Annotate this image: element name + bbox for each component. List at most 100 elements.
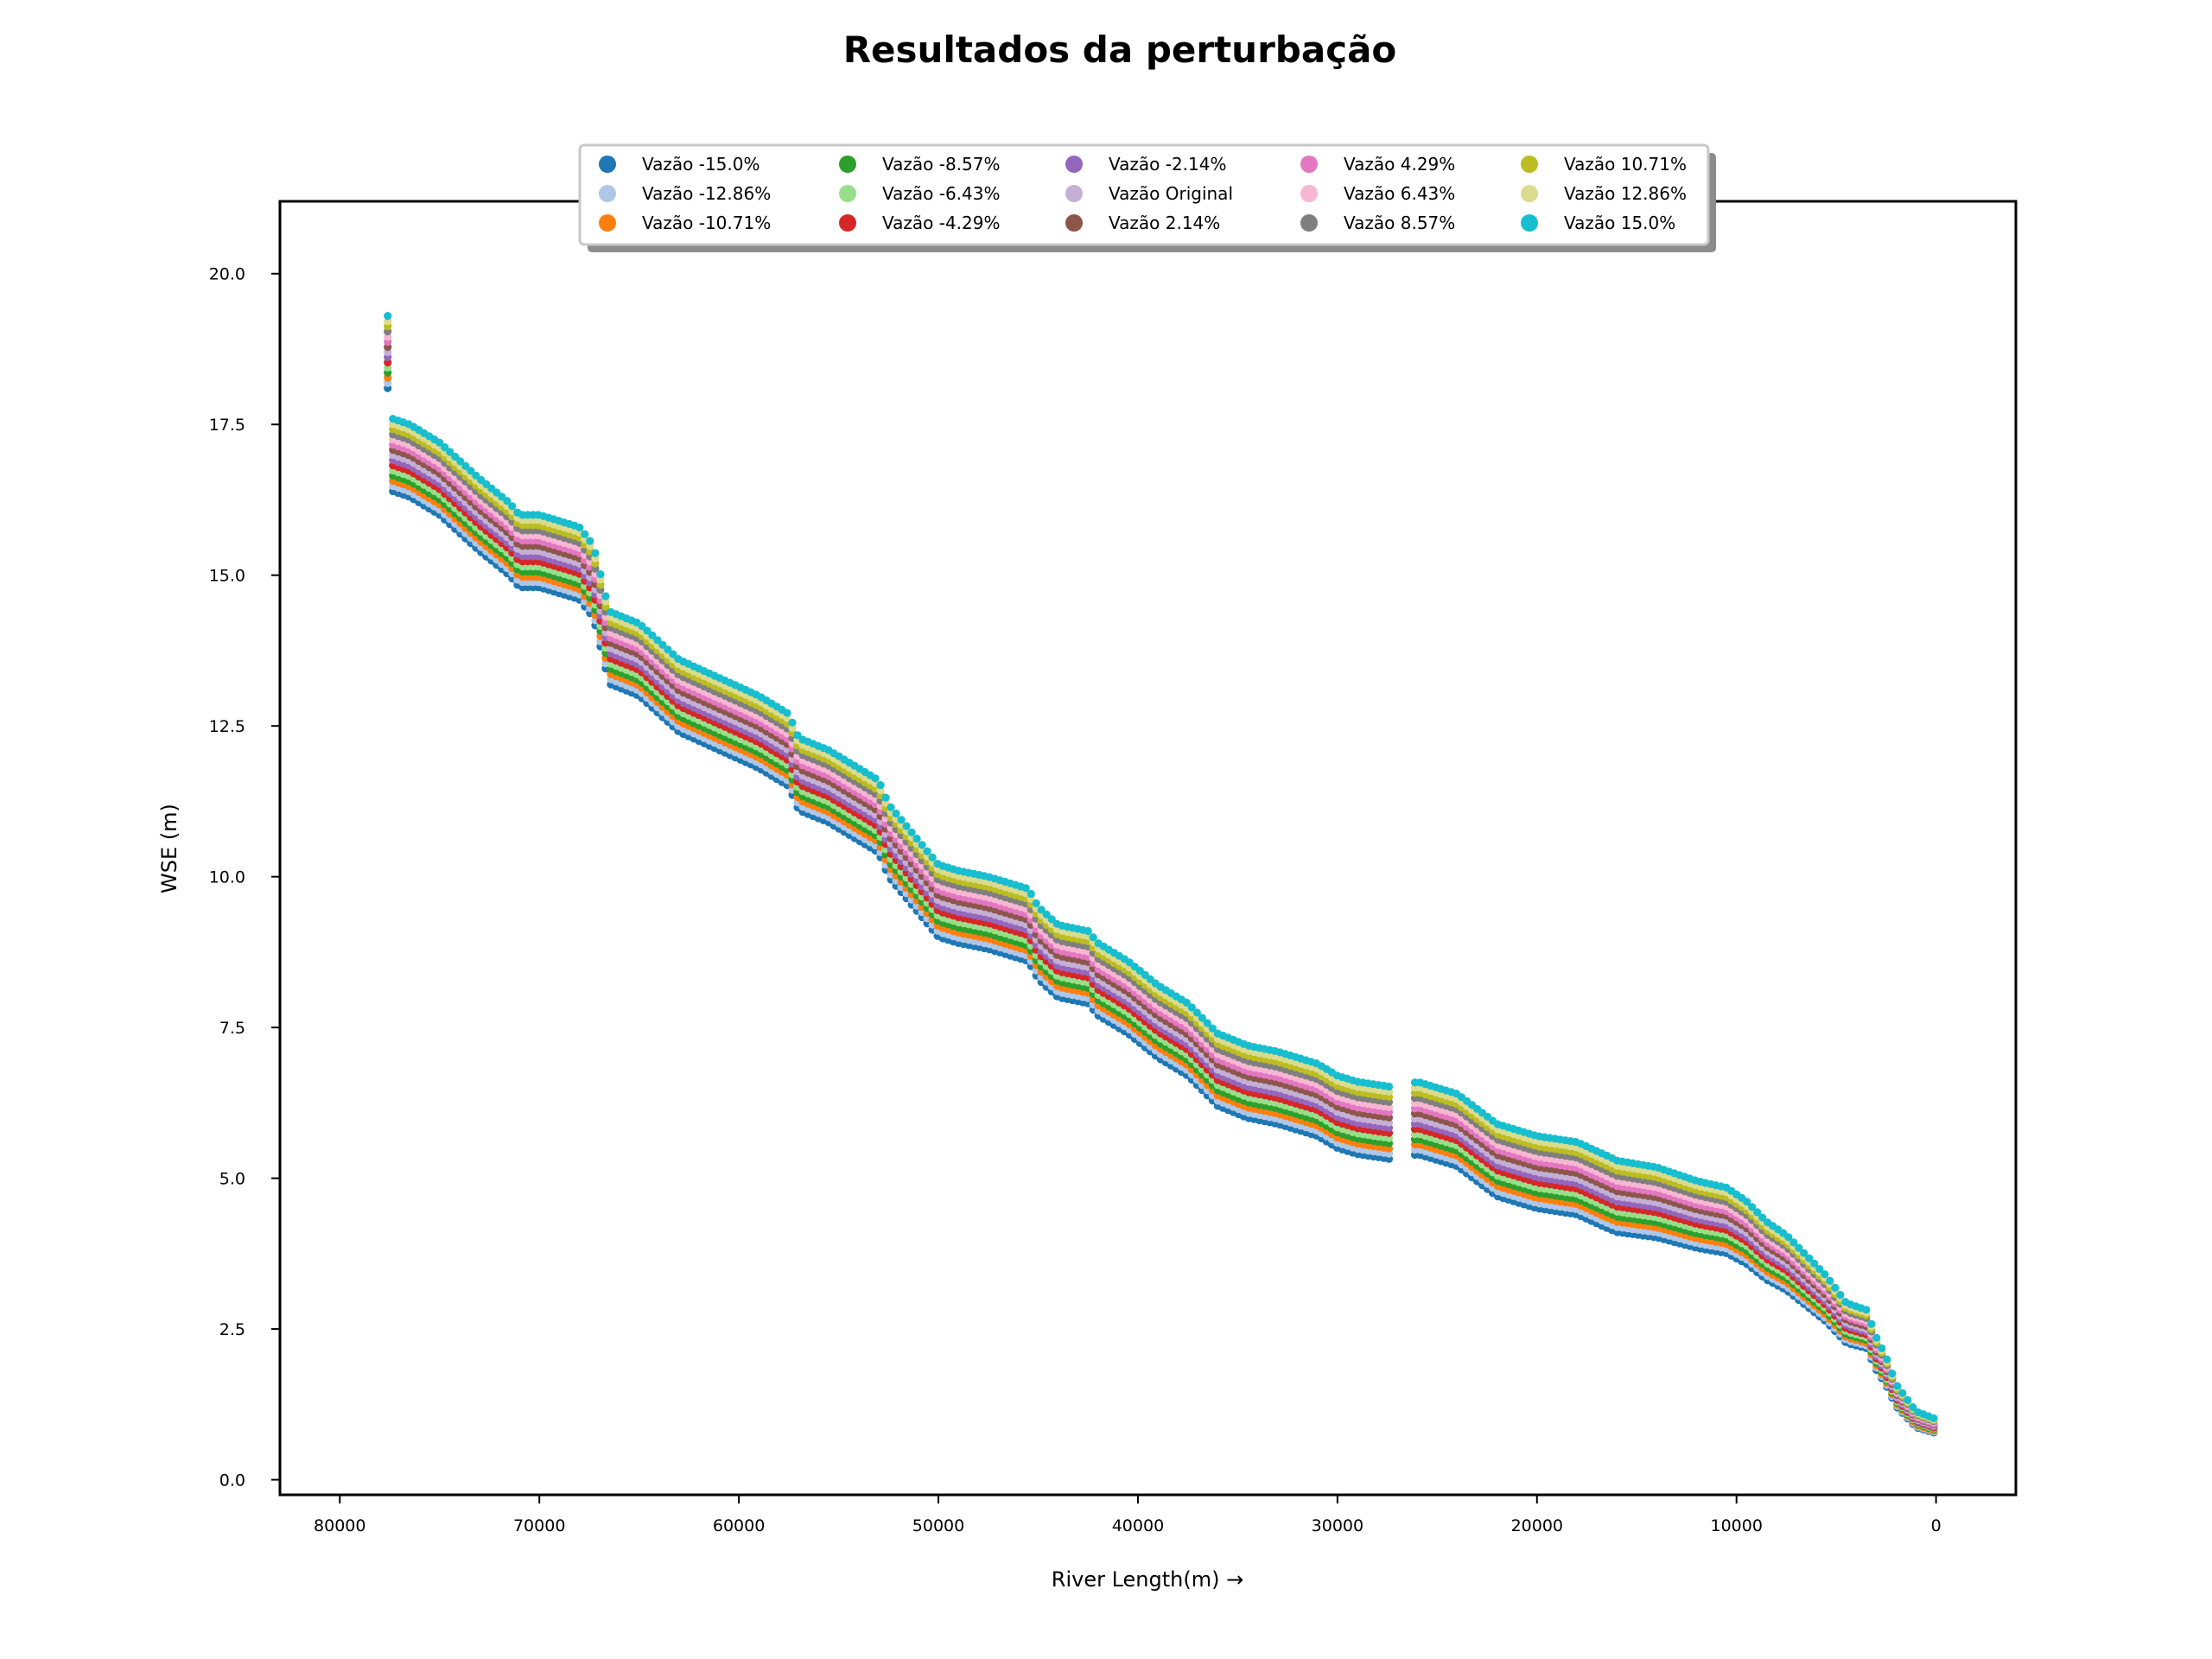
series-4: [384, 363, 1938, 1433]
data-point: [1872, 1333, 1881, 1342]
legend-marker: [1521, 156, 1538, 173]
legend-label: Vazão 6.43%: [1344, 183, 1455, 204]
series-9: [384, 337, 1938, 1427]
x-tick-label: 70000: [513, 1516, 565, 1535]
data-point: [1883, 1355, 1891, 1363]
legend-marker: [1065, 156, 1083, 173]
series-6: [384, 353, 1938, 1431]
y-tick-label: 0.0: [219, 1471, 245, 1491]
series-14: [384, 312, 1938, 1422]
x-tick-label: 40000: [1112, 1516, 1164, 1535]
data-point: [1888, 1370, 1897, 1378]
legend-label: Vazão Original: [1109, 183, 1233, 204]
legend-marker: [599, 156, 616, 173]
series-1: [384, 378, 1938, 1436]
data-point: [783, 709, 791, 717]
data-point: [1089, 933, 1097, 942]
data-point: [1821, 1270, 1829, 1279]
legend: Vazão -15.0%Vazão -12.86%Vazão -10.71%Va…: [578, 143, 1716, 252]
x-tick-label: 50000: [912, 1516, 964, 1535]
legend-marker: [1300, 185, 1318, 202]
data-point: [591, 549, 600, 557]
data-point: [1904, 1395, 1912, 1404]
x-tick-label: 60000: [713, 1516, 765, 1535]
legend-label: Vazão 8.57%: [1344, 213, 1455, 233]
x-axis-label: River Length(m) →: [1052, 1567, 1243, 1592]
data-point: [892, 809, 900, 818]
data-point: [788, 718, 797, 727]
data-point: [923, 847, 931, 855]
x-tick-label: 10000: [1710, 1516, 1762, 1535]
legend-marker: [599, 214, 616, 232]
data-point: [876, 781, 885, 790]
data-point: [1929, 1414, 1938, 1422]
series-0: [384, 384, 1938, 1437]
series-2: [384, 373, 1938, 1435]
x-tick-label: 20000: [1511, 1516, 1563, 1535]
data-point: [881, 793, 890, 802]
legend-marker: [1521, 214, 1538, 232]
series-13: [384, 317, 1938, 1424]
legend-label: Vazão -6.43%: [882, 183, 1000, 204]
series-3: [384, 368, 1938, 1433]
data-point: [575, 523, 584, 532]
data-point: [596, 570, 605, 579]
legend-marker: [839, 185, 856, 202]
data-point: [601, 592, 610, 601]
legend-marker: [1065, 214, 1083, 232]
data-point: [1831, 1283, 1840, 1292]
data-point: [902, 822, 911, 830]
legend-label: Vazão 15.0%: [1564, 213, 1675, 233]
y-tick-label: 15.0: [209, 567, 245, 586]
series-8: [384, 342, 1938, 1428]
legend-label: Vazão -15.0%: [642, 154, 760, 175]
legend-marker: [1065, 185, 1083, 202]
y-tick-label: 5.0: [219, 1170, 245, 1189]
data-point: [1867, 1319, 1876, 1328]
series-11: [384, 327, 1938, 1426]
y-axis-ticks: 0.02.55.07.510.012.515.017.520.0: [209, 265, 280, 1491]
legend-label: Vazão -2.14%: [1109, 154, 1226, 175]
plot-area: [278, 200, 2018, 1497]
data-point: [1898, 1389, 1907, 1397]
data-point: [918, 841, 926, 849]
x-tick-label: 0: [1931, 1516, 1942, 1535]
data-point: [928, 853, 937, 861]
chart-title: Resultados da perturbação: [843, 29, 1397, 71]
series-12: [384, 322, 1938, 1425]
legend-marker: [1300, 156, 1318, 173]
axes-frame: [278, 200, 2018, 1497]
legend-marker: [839, 156, 856, 173]
data-point: [384, 312, 392, 321]
data-point: [1862, 1306, 1871, 1314]
y-tick-label: 10.0: [209, 868, 245, 887]
data-point: [1084, 926, 1092, 936]
legend-marker: [599, 185, 616, 202]
legend-label: Vazão 4.29%: [1344, 154, 1455, 175]
data-point: [1027, 889, 1035, 899]
legend-marker: [1300, 214, 1318, 232]
series-10: [384, 332, 1938, 1427]
y-tick-label: 17.5: [209, 416, 245, 435]
legend-label: Vazão 2.14%: [1109, 213, 1220, 233]
data-point: [586, 537, 594, 545]
x-axis-ticks: 80000 70000 60000 50000 40000 30000 20000 10000…: [314, 1495, 1942, 1535]
legend-marker: [839, 214, 856, 232]
data-point: [887, 803, 895, 811]
x-tick-label: 30000: [1312, 1516, 1363, 1535]
data-point: [907, 828, 916, 836]
y-tick-label: 2.5: [219, 1320, 245, 1339]
y-axis-label: WSE (m): [157, 804, 181, 893]
y-tick-label: 12.5: [209, 717, 245, 736]
legend-label: Vazão 12.86%: [1564, 183, 1687, 204]
data-point: [1826, 1276, 1834, 1285]
legend-label: Vazão -10.71%: [642, 213, 771, 233]
x-tick-label: 80000: [314, 1516, 365, 1535]
legend-label: Vazão -4.29%: [882, 213, 1000, 233]
data-point: [871, 774, 880, 783]
data-point: [912, 834, 921, 843]
data-point: [508, 502, 517, 511]
data-point: [1836, 1291, 1845, 1300]
legend-marker: [1521, 185, 1538, 202]
data-point: [897, 816, 906, 824]
